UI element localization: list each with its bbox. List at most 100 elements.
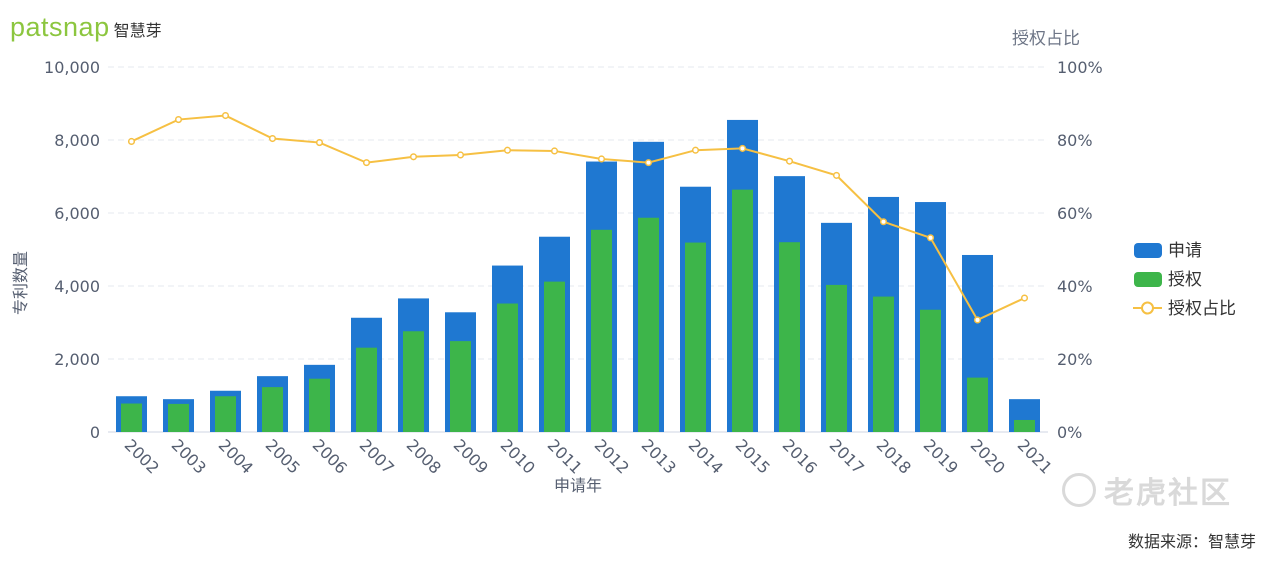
patsnap-logo: patsnap 智慧芽 (10, 12, 162, 43)
x-tick-label: 2021 (1014, 435, 1056, 477)
grants-bars (121, 189, 1035, 432)
bar-grants[interactable] (779, 242, 800, 432)
ratio-point[interactable] (738, 144, 747, 152)
y-axis-title: 专利数量 (11, 251, 30, 315)
x-axis-ticks: 2002 2003 2004 2005 2006 2007 2008 2009 2010 2011… (121, 435, 1056, 477)
right-axis-ticks: 0% 20% 40% 60% 80% 100% (1057, 58, 1103, 442)
y-tick-label: 2,000 (54, 350, 100, 369)
y2-tick-label: 60% (1057, 204, 1093, 223)
bar-grants[interactable] (121, 403, 142, 432)
legend-label-grants: 授权 (1168, 270, 1202, 290)
applications-bars (116, 119, 1040, 433)
y2-tick-label: 80% (1057, 131, 1093, 150)
ratio-point[interactable] (973, 316, 982, 324)
bar-grants[interactable] (685, 242, 706, 432)
y2-tick-label: 40% (1057, 277, 1093, 296)
y-tick-label: 8,000 (54, 131, 100, 150)
ratio-point[interactable] (315, 139, 324, 147)
legend-marker-ratio (1141, 301, 1154, 315)
ratio-point[interactable] (644, 159, 653, 167)
x-tick-label: 2012 (591, 435, 633, 477)
bar-grants[interactable] (826, 284, 847, 432)
y-tick-label: 4,000 (54, 277, 100, 296)
bar-grants[interactable] (732, 189, 753, 432)
y2-tick-label: 20% (1057, 350, 1093, 369)
right-axis-title: 授权占比 (1012, 29, 1080, 49)
bar-grants[interactable] (497, 303, 518, 432)
x-tick-label: 2017 (826, 435, 868, 477)
ratio-point[interactable] (503, 146, 512, 154)
legend-label-ratio: 授权占比 (1168, 299, 1236, 319)
x-tick-label: 2016 (779, 435, 821, 477)
x-tick-label: 2015 (732, 435, 774, 477)
x-tick-label: 2007 (356, 435, 398, 477)
ratio-point[interactable] (456, 151, 465, 159)
bar-grants[interactable] (450, 341, 471, 432)
ratio-point[interactable] (832, 171, 841, 179)
ratio-point[interactable] (174, 116, 183, 124)
bar-grants[interactable] (1014, 419, 1035, 432)
legend-item-grants[interactable]: 授权 (1134, 270, 1202, 290)
x-tick-label: 2005 (262, 435, 304, 477)
ratio-polyline (131, 114, 1025, 322)
logo-wordmark: patsnap (10, 12, 110, 42)
ratio-point[interactable] (362, 159, 371, 167)
ratio-point[interactable] (221, 111, 230, 120)
bar-grants[interactable] (638, 217, 659, 432)
bar-grants[interactable] (967, 377, 988, 432)
legend[interactable]: 申请 授权 授权占比 (1133, 241, 1236, 319)
x-tick-label: 2020 (967, 435, 1009, 477)
x-axis-title: 申请年 (554, 476, 602, 495)
bar-grants[interactable] (356, 347, 377, 432)
grid-lines (108, 66, 1048, 433)
y-tick-label: 0 (90, 423, 100, 442)
ratio-point[interactable] (785, 157, 794, 165)
y2-tick-label: 0% (1057, 423, 1082, 442)
data-source-note: 数据来源：智慧芽 (1127, 532, 1256, 551)
bar-grants[interactable] (873, 296, 894, 432)
y-tick-label: 10,000 (44, 58, 100, 77)
legend-item-ratio[interactable]: 授权占比 (1133, 299, 1236, 319)
x-tick-label: 2011 (544, 435, 586, 477)
ratio-point[interactable] (879, 218, 888, 226)
x-tick-label: 2003 (168, 435, 210, 477)
x-tick-label: 2006 (309, 435, 351, 477)
ratio-point[interactable] (127, 137, 136, 146)
bar-grants[interactable] (168, 403, 189, 432)
x-tick-label: 2004 (215, 435, 257, 477)
watermark-text: 老虎社区 (1104, 476, 1232, 511)
bar-grants[interactable] (403, 331, 424, 432)
x-tick-label: 2013 (638, 435, 680, 477)
ratio-point[interactable] (409, 153, 418, 161)
legend-item-applications[interactable]: 申请 (1134, 241, 1202, 261)
watermark: 老虎社区 (1062, 468, 1232, 512)
x-tick-label: 2002 (121, 435, 163, 477)
bar-grants[interactable] (215, 396, 236, 432)
bar-grants[interactable] (309, 378, 330, 432)
left-axis-ticks: 0 2,000 4,000 6,000 8,000 10,000 (44, 58, 100, 442)
watermark-logo-icon (1062, 473, 1096, 507)
ratio-point[interactable] (691, 146, 700, 154)
ratio-point[interactable] (550, 147, 559, 155)
ratio-point[interactable] (597, 155, 606, 163)
bar-grants[interactable] (262, 387, 283, 432)
ratio-point[interactable] (1020, 294, 1029, 302)
ratio-point[interactable] (268, 134, 277, 143)
x-tick-label: 2010 (497, 435, 539, 477)
bar-grants[interactable] (591, 229, 612, 432)
y2-tick-label: 100% (1057, 58, 1103, 77)
x-tick-label: 2014 (685, 435, 727, 477)
bar-grants[interactable] (544, 281, 565, 432)
legend-swatch-applications (1134, 243, 1162, 258)
ratio-point[interactable] (926, 234, 935, 242)
x-tick-label: 2018 (873, 435, 915, 477)
legend-label-applications: 申请 (1168, 241, 1202, 261)
legend-swatch-grants (1134, 272, 1162, 287)
x-tick-label: 2008 (403, 435, 445, 477)
bar-grants[interactable] (920, 309, 941, 432)
x-tick-label: 2019 (920, 435, 962, 477)
grant-ratio-line (127, 111, 1029, 324)
logo-chinese-name: 智慧芽 (113, 21, 162, 40)
x-tick-label: 2009 (450, 435, 492, 477)
